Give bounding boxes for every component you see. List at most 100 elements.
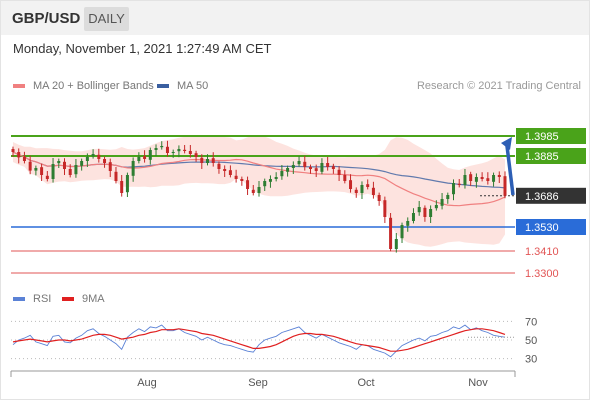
ma20-label: MA 20 + Bollinger Bands (33, 80, 154, 92)
forecast-arrow-head (501, 137, 512, 150)
candle-body (160, 146, 164, 148)
candle-body (463, 175, 467, 185)
level-label-box-resistance (516, 128, 586, 144)
candle-body (57, 161, 61, 164)
candle-body (74, 165, 78, 175)
candle-body (349, 180, 353, 189)
candle-body (308, 167, 312, 169)
candle-body (171, 152, 175, 153)
candle-body (286, 168, 290, 172)
level-label-5: 1.3300 (525, 268, 559, 280)
candle-body (22, 156, 26, 161)
candle-body (206, 159, 210, 163)
candle-body (240, 179, 244, 181)
candle-body (423, 207, 427, 217)
candle-body (228, 170, 232, 175)
candle-body (246, 180, 250, 189)
rsi-tick-label: 70 (525, 316, 537, 328)
credit-text: Research © 2021 Trading Central (416, 80, 581, 92)
candle-body (51, 164, 55, 179)
candle-body (320, 163, 324, 172)
rsi-tick-label: 50 (525, 335, 537, 347)
candle-body (326, 163, 330, 167)
candle-body (80, 161, 84, 166)
rsi-tick-label: 30 (525, 354, 537, 366)
candle-body (28, 161, 32, 171)
rsi-series-rsi (12, 324, 506, 358)
candle-body (97, 154, 101, 159)
candle-body (68, 169, 72, 175)
candle-body (137, 157, 141, 161)
candle-body (452, 183, 456, 195)
candle-body (40, 167, 44, 175)
candle-body (148, 150, 152, 160)
candle-body (120, 181, 124, 193)
candle-body (234, 175, 238, 179)
rsi-swatch (13, 297, 25, 301)
candle-body (143, 156, 147, 159)
candle-body (354, 189, 358, 193)
ma50-label: MA 50 (177, 80, 209, 92)
candle-body (417, 207, 421, 213)
x-tick-label: Sep (248, 377, 268, 389)
legend-ma50: MA 50 (157, 80, 208, 92)
level-label-3: 1.3530 (525, 222, 559, 234)
legend-ma20: MA 20 + Bollinger Bands (13, 80, 154, 92)
candle-body (457, 183, 461, 185)
symbol-title: GBP/USD (12, 10, 81, 27)
forecast-arrow-shaft (505, 145, 515, 196)
candle-body (274, 177, 278, 179)
level-label-0: 1.3985 (525, 131, 559, 143)
candle-body (183, 149, 187, 151)
candle-body (337, 169, 341, 175)
candle-body (165, 146, 169, 153)
ma20-swatch (13, 84, 25, 88)
candle-body (400, 225, 404, 239)
candle-body (492, 175, 496, 182)
candle-body (383, 200, 387, 217)
candle-body (17, 152, 21, 158)
level-label-2: 1.3686 (525, 191, 559, 203)
candle-body (343, 175, 347, 181)
ma9-label: 9MA (82, 293, 105, 305)
rsi-label: RSI (33, 293, 52, 305)
candle-body (469, 174, 473, 181)
candle-body (263, 181, 267, 187)
candle-body (429, 209, 433, 217)
candle-body (314, 168, 318, 171)
timestamp: Monday, November 1, 2021 1:27:49 AM CET (13, 41, 272, 56)
level-label-4: 1.3410 (525, 246, 559, 258)
candle-body (211, 158, 215, 163)
candle-body (297, 161, 301, 165)
x-tick-label: Aug (137, 377, 157, 389)
candle-body (377, 195, 381, 201)
candle-body (366, 184, 370, 187)
x-tick-label: Oct (357, 377, 374, 389)
last-price-label-box (516, 187, 586, 204)
candle-body (188, 151, 192, 154)
period-button[interactable]: DAILY (84, 7, 129, 31)
candle-body (114, 171, 118, 181)
legend-rsi: RSI (13, 293, 51, 305)
candle-body (11, 149, 15, 152)
candle-body (200, 157, 204, 163)
level-label-box-pivot (516, 219, 586, 235)
candle-body (389, 217, 393, 249)
candle-body (85, 157, 89, 161)
candle-body (411, 213, 415, 221)
candle-body (103, 159, 107, 163)
candle-body (154, 148, 158, 150)
rsi-series-9ma (12, 328, 506, 352)
candle-body (503, 176, 507, 196)
ma9-swatch (62, 297, 74, 301)
ma50-swatch (157, 84, 169, 88)
level-label-box-resistance (516, 148, 586, 164)
candle-body (45, 175, 49, 179)
ma20-line (12, 151, 506, 207)
candle-body (394, 239, 398, 249)
x-tick-label: Nov (468, 377, 488, 389)
candle-body (406, 221, 410, 226)
candle-body (62, 161, 66, 169)
candle-body (360, 185, 364, 193)
candle-body (434, 205, 438, 209)
